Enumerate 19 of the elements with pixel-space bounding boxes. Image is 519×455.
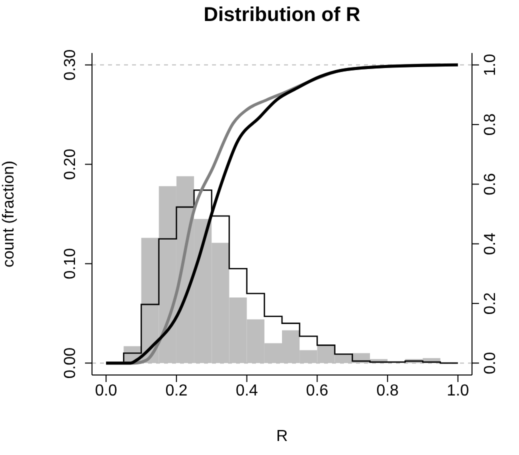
y-tick-label: 0.00 <box>62 347 79 379</box>
x-tick-label: 0.0 <box>94 382 118 400</box>
y-tick-label: 0.20 <box>62 148 79 180</box>
x-tick-label: 0.4 <box>236 382 258 400</box>
x-tick-label: 0.8 <box>376 382 399 400</box>
y-tick-label: 0.10 <box>62 248 79 280</box>
y2-tick-label: 0.4 <box>482 232 499 255</box>
x-tick-label: 0.6 <box>306 382 328 400</box>
y2-tick-label: 0.0 <box>482 352 499 374</box>
y2-tick-label: 0.8 <box>482 113 499 136</box>
chart-title: Distribution of R <box>202 4 362 27</box>
y2-tick-label: 0.2 <box>482 292 499 315</box>
x-tick-label: 1.0 <box>446 382 470 400</box>
y2-tick-label: 0.6 <box>482 172 499 196</box>
y-tick-label: 0.30 <box>62 49 79 80</box>
x-tick-label: 0.2 <box>165 382 188 400</box>
x-axis-title: R <box>276 428 288 445</box>
y2-tick-label: 1.0 <box>482 54 499 76</box>
y-axis-title: count (fraction) <box>0 160 18 268</box>
